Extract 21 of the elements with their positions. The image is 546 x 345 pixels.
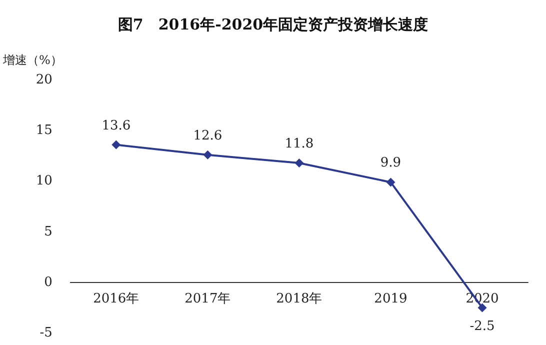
point (294, 158, 304, 168)
data-label: 12.6 (193, 128, 222, 144)
x-tick-label: 2016年 (93, 291, 140, 306)
x-tick-label: 2018年 (276, 291, 322, 306)
data-label: 13.6 (102, 118, 131, 134)
y-tick-label: 0 (44, 274, 52, 290)
y-tick-label: 5 (44, 224, 52, 240)
data-label: 9.9 (380, 156, 402, 171)
x-tick-label: 2017年 (184, 291, 231, 306)
y-tick-label: -5 (40, 326, 52, 340)
y-tick-label: 20 (36, 72, 52, 88)
y-axis-title: 增速（%） (2, 53, 62, 67)
chart-title: 图7 2016年-2020年固定资产投资增长速度 (118, 16, 428, 34)
data-label: 11.8 (284, 136, 314, 152)
y-tick-label: 10 (36, 174, 52, 189)
y-tick-label: 15 (36, 123, 52, 138)
point (386, 178, 396, 187)
point (112, 140, 121, 150)
x-tick-label: 2019 (374, 291, 408, 306)
data-label: -2.5 (470, 319, 495, 334)
point (203, 150, 212, 160)
